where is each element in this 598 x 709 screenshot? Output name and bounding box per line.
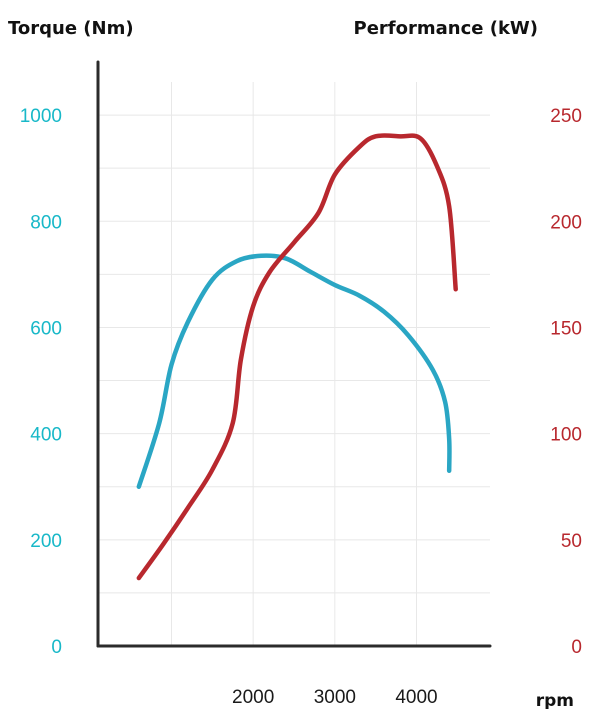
left-axis-title: Torque (Nm) [8,18,134,39]
left-tick-label: 800 [30,212,62,233]
left-tick-label: 1000 [20,106,62,127]
right-tick-label: 0 [571,637,582,658]
grid [98,82,490,646]
right-tick-label: 200 [550,212,582,233]
performance-series-line [136,133,458,581]
left-tick-label: 400 [30,425,62,446]
x-tick-label: 2000 [232,687,274,708]
right-tick-label: 50 [561,531,582,552]
x-axis-title: rpm [536,691,574,709]
right-tick-label: 150 [550,318,582,339]
x-tick-label: 3000 [314,687,356,708]
left-tick-label: 0 [51,637,62,658]
x-tick-label: 4000 [395,687,437,708]
tick-labels: 0 200 400 600 800 1000 0 50 100 150 200 250 2000 3000… [20,106,582,708]
right-tick-label: 100 [550,425,582,446]
left-tick-label: 600 [30,318,62,339]
torque-series-line [136,253,452,489]
series-layer [136,133,458,581]
left-tick-label: 200 [30,531,62,552]
right-tick-label: 250 [550,106,582,127]
right-axis-title: Performance (kW) [354,18,539,39]
